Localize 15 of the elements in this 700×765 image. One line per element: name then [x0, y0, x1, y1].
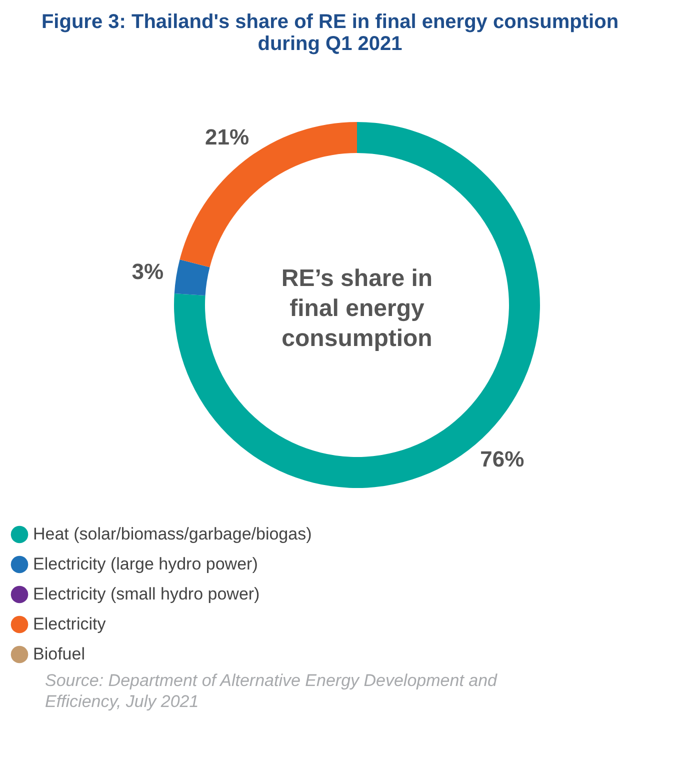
donut-slice [174, 259, 210, 296]
legend-label: Electricity (small hydro power) [33, 584, 260, 604]
text: during Q1 2021 [258, 33, 402, 55]
text: RE’s share in final energy consumption [281, 265, 433, 352]
source-note: Source: Department of Alternative Energy Development and Efficiency, July 2021 [45, 670, 498, 712]
data-label: 76% [480, 446, 524, 472]
legend-label: Heat (solar/biomass/garbage/biogas) [33, 524, 312, 544]
legend-label: Electricity (large hydro power) [33, 554, 258, 574]
legend-label: Electricity [33, 614, 106, 634]
data-label: 3% [132, 258, 164, 284]
donut-slice [180, 122, 357, 268]
legend-label: Biofuel [33, 644, 85, 664]
donut-slice [174, 122, 540, 488]
data-label: 21% [205, 124, 250, 150]
text: Figure 3: Thailand's share of RE in final energy consumption [41, 11, 619, 33]
